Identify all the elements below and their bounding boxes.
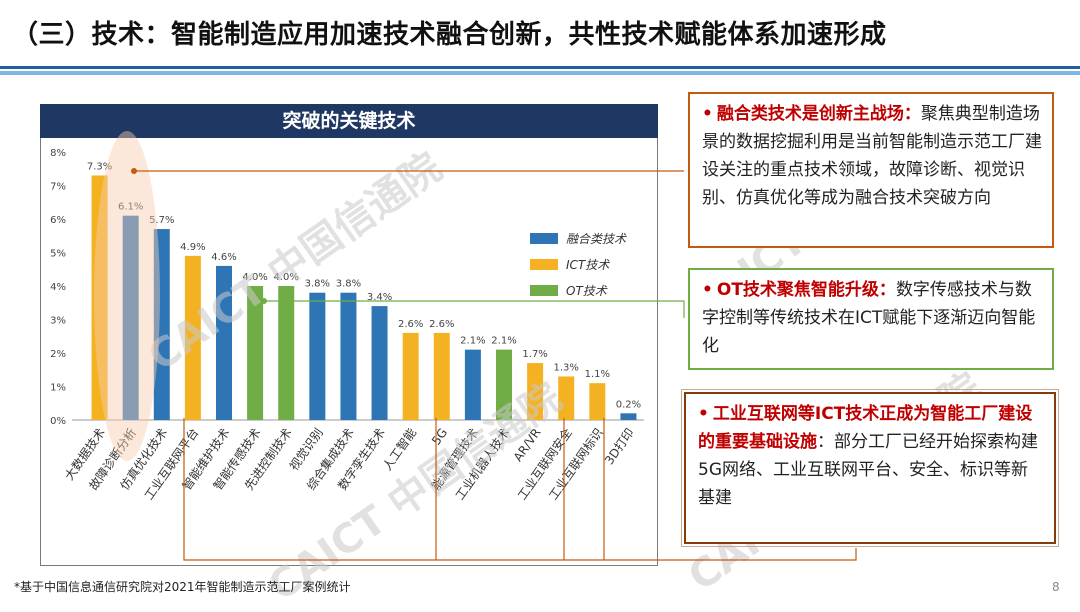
- legend-label: ICT技术: [566, 258, 610, 272]
- bar-chart: 0%1%2%3%4%5%6%7%8%7.3%大数据技术6.1%故障诊断分析5.7…: [50, 148, 644, 503]
- bar: [184, 255, 201, 420]
- y-tick-label: 5%: [50, 249, 66, 260]
- bar: [91, 175, 108, 420]
- category-label: 3D打印: [602, 426, 637, 468]
- data-label: 4.0%: [242, 272, 267, 283]
- y-tick-label: 2%: [50, 349, 66, 360]
- data-label: 4.6%: [211, 252, 236, 263]
- data-label: 1.7%: [522, 349, 547, 360]
- page-title: （三）技术：智能制造应用加速技术融合创新，共性技术赋能体系加速形成: [12, 20, 887, 50]
- callout-text: 聚焦典型制造场景的数据挖掘利用是当前智能制造示范工厂建设关注的重点技术领域，故障…: [702, 104, 1042, 208]
- bar: [558, 376, 575, 420]
- bar: [527, 363, 544, 420]
- page-number: 8: [1052, 580, 1060, 594]
- category-label: AR/VR: [511, 426, 544, 464]
- legend-label: 融合类技术: [566, 232, 627, 246]
- data-label: 0.2%: [616, 399, 641, 410]
- bar: [153, 229, 170, 420]
- legend-swatch: [530, 285, 558, 296]
- y-tick-label: 6%: [50, 215, 66, 226]
- data-label: 4.9%: [180, 242, 205, 253]
- data-label: 5.7%: [149, 215, 174, 226]
- y-tick-label: 1%: [50, 383, 66, 394]
- bar: [464, 349, 481, 420]
- bar: [620, 413, 637, 420]
- bar: [402, 332, 419, 420]
- data-label: 6.1%: [118, 202, 143, 213]
- callout-text: 数字传感技术与数字控制等传统技术在ICT赋能下逐渐迈向智能化: [702, 280, 1036, 356]
- data-label: 2.6%: [398, 319, 423, 330]
- legend-swatch: [530, 259, 558, 270]
- callout-ot-tech: • OT技术聚焦智能升级：数字传感技术与数字控制等传统技术在ICT赋能下逐渐迈向智…: [688, 268, 1054, 370]
- data-label: 2.1%: [460, 336, 485, 347]
- title-underline-accent: [0, 71, 1080, 75]
- data-label: 4.0%: [274, 272, 299, 283]
- category-label: 5G: [429, 426, 450, 448]
- callout-highlight: 融合类技术是创新主战场：: [716, 104, 921, 124]
- callout-highlight: OT技术聚焦智能升级：: [716, 280, 896, 300]
- bar: [340, 292, 357, 420]
- legend-label: OT技术: [566, 284, 608, 298]
- bar: [496, 349, 512, 420]
- y-tick-label: 3%: [50, 316, 66, 327]
- y-tick-label: 7%: [50, 182, 66, 193]
- chart-title: 突破的关键技术: [40, 104, 658, 138]
- bar: [589, 383, 606, 420]
- bar: [122, 215, 139, 420]
- data-label: 2.1%: [491, 336, 516, 347]
- bar: [216, 265, 232, 420]
- bullet-icon: •: [698, 404, 709, 424]
- data-label: 7.3%: [87, 161, 112, 172]
- data-label: 1.1%: [585, 369, 610, 380]
- data-label: 1.3%: [554, 362, 579, 373]
- bar: [247, 286, 264, 420]
- bar: [278, 286, 295, 420]
- y-tick-label: 8%: [50, 148, 66, 159]
- data-label: 3.8%: [336, 279, 361, 290]
- bar: [433, 332, 450, 420]
- bullet-icon: •: [702, 104, 713, 124]
- bar: [371, 306, 388, 420]
- footnote: *基于中国信息通信研究院对2021年智能制造示范工厂案例统计: [14, 580, 351, 594]
- callout-fusion-tech: • 融合类技术是创新主战场：聚焦典型制造场景的数据挖掘利用是当前智能制造示范工厂建…: [688, 92, 1054, 248]
- data-label: 3.4%: [367, 292, 392, 303]
- y-tick-label: 0%: [50, 416, 66, 427]
- title-underline: [0, 66, 1080, 69]
- y-tick-label: 4%: [50, 282, 66, 293]
- bar: [309, 292, 326, 420]
- callout-ict-tech: • 工业互联网等ICT技术正成为智能工厂建设的重要基础设施：部分工厂已经开始探索构…: [681, 389, 1059, 547]
- data-label: 3.8%: [305, 279, 330, 290]
- bullet-icon: •: [702, 280, 713, 300]
- data-label: 2.6%: [429, 319, 454, 330]
- legend-swatch: [530, 233, 558, 244]
